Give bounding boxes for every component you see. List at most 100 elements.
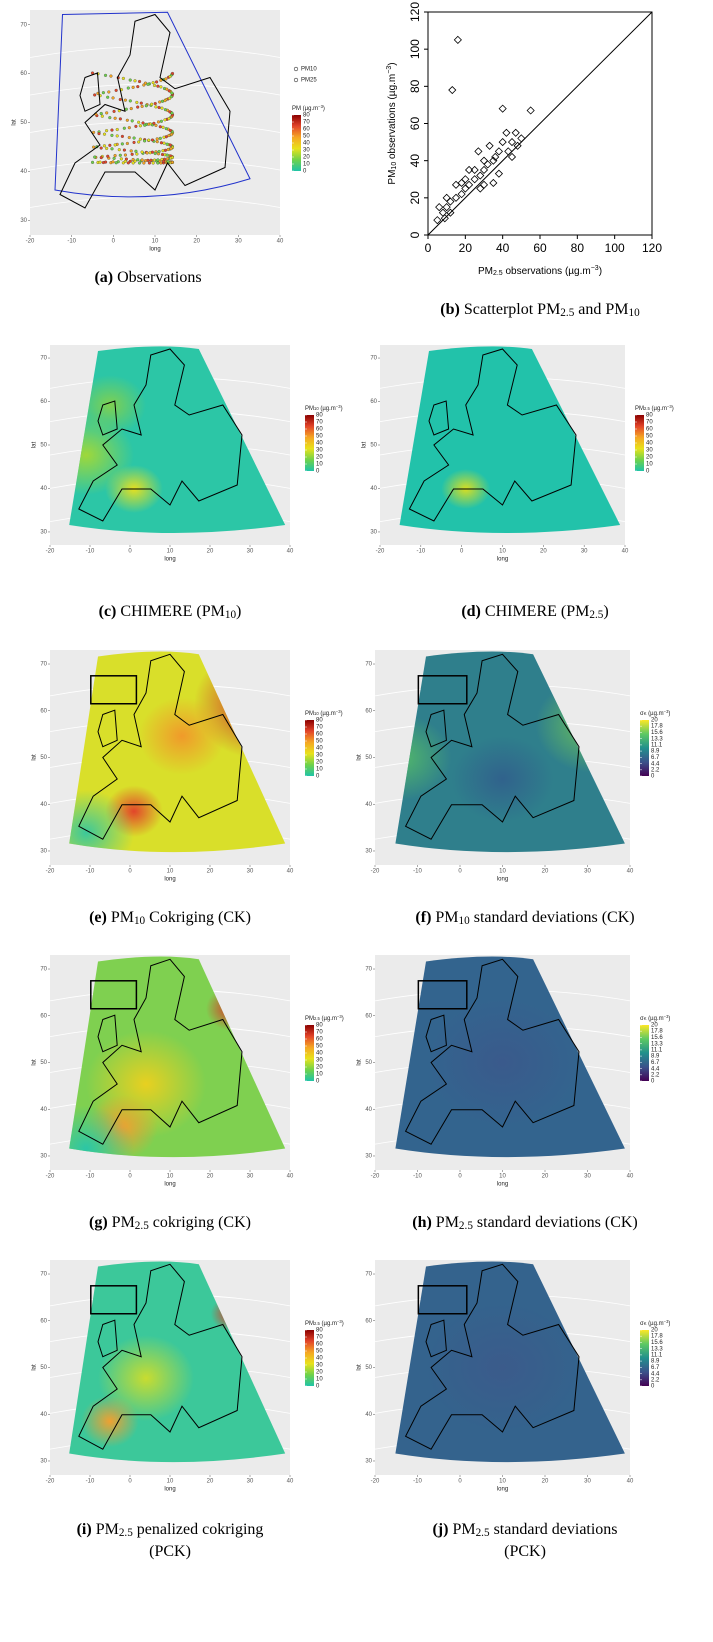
y-tick-label: 70 — [365, 662, 372, 668]
y-tick-label: 30 — [40, 530, 47, 536]
legend-tick-label: 0 — [316, 469, 320, 475]
y-axis-label: lat — [32, 1059, 38, 1066]
colorbar — [305, 1330, 314, 1386]
superscript: −3 — [664, 709, 669, 714]
y-tick-label: 120 — [408, 2, 422, 22]
y-tick-label: 20 — [408, 191, 422, 205]
inset-box — [90, 1285, 138, 1315]
x-tick-label: 20 — [207, 869, 214, 875]
x-tick-label: 0 — [128, 869, 132, 875]
station-dot — [153, 151, 157, 156]
legend-tick-label: 2.2 — [651, 1377, 660, 1383]
legend-tick-label: 50 — [316, 1044, 323, 1050]
legend-tick-label: 13.3 — [651, 1041, 663, 1047]
legend-tick-label: 0 — [651, 1079, 655, 1085]
legend-tick-label: 20 — [316, 455, 323, 461]
legend-tick-label: 30 — [303, 148, 310, 154]
legend-tick-label: 30 — [646, 448, 653, 454]
legend-tick-label: 20 — [316, 760, 323, 766]
station-dot — [156, 120, 161, 124]
legend-tick-label: 11.1 — [651, 1352, 663, 1358]
y-tick-label: 50 — [40, 1365, 47, 1371]
y-tick-label: 60 — [40, 399, 47, 405]
point — [465, 180, 474, 189]
coastline — [97, 1319, 118, 1358]
station-dot — [163, 108, 167, 112]
point — [465, 165, 474, 175]
station-dot — [140, 150, 144, 154]
station-dot — [113, 116, 117, 120]
x-tick-label: 30 — [584, 869, 591, 875]
field-blob — [426, 1303, 579, 1432]
y-axis-label: PM10 observations (µg.m−3) — [386, 62, 398, 184]
station-dot — [142, 161, 146, 165]
field-blob — [426, 998, 579, 1127]
y-tick-label: 50 — [365, 1365, 372, 1371]
legend-tick-label: 50 — [316, 434, 323, 440]
station-dot — [113, 154, 117, 158]
coastline — [97, 709, 118, 748]
subscript: 10 — [459, 915, 471, 927]
caption: (h) PM2.5 standard deviations (CK) — [412, 1214, 638, 1232]
x-tick-label: 40 — [287, 1174, 294, 1180]
station-dot — [165, 87, 169, 91]
text-run: ) — [387, 62, 398, 65]
legend-tick-label: 17.8 — [651, 724, 663, 730]
y-tick-label: 50 — [40, 443, 47, 449]
station-dot — [127, 135, 131, 140]
x-tick-label: 120 — [642, 241, 662, 255]
inset-box — [417, 980, 468, 1010]
station-dot — [161, 159, 166, 163]
text-run: observations (µg.m — [503, 266, 591, 277]
text-run: ) — [672, 406, 674, 412]
legend-tick-label: 50 — [316, 739, 323, 745]
station-dot — [134, 124, 138, 128]
station-dot — [152, 83, 157, 88]
text-run: PM — [305, 1016, 314, 1022]
legend-tick-label: 8.9 — [651, 1359, 660, 1365]
text-run: ) — [668, 1321, 670, 1327]
x-tick-label: 40 — [287, 549, 294, 555]
y-tick-label: 60 — [365, 1013, 372, 1019]
subscript: 2.5 — [135, 1220, 149, 1232]
station-dot — [105, 111, 109, 115]
y-tick-label: 100 — [408, 39, 422, 59]
legend-tick-label: 10 — [316, 1377, 323, 1383]
colorbar — [305, 415, 314, 471]
point — [457, 190, 466, 199]
station-dot — [154, 105, 158, 109]
station-dot — [154, 123, 158, 127]
legend-tick-label: 50 — [646, 434, 653, 440]
colorbar — [305, 720, 314, 776]
superscript: −3 — [664, 1319, 669, 1324]
coastline — [97, 1014, 118, 1053]
point — [442, 203, 451, 212]
station-dot — [136, 158, 140, 162]
station-dot — [100, 114, 104, 118]
x-axis-label: long — [164, 557, 175, 563]
subscript: 2.5 — [476, 1527, 490, 1539]
station-dot — [155, 140, 159, 144]
point — [451, 193, 461, 202]
station-dot — [151, 81, 155, 85]
legend-tick-label: 80 — [646, 413, 653, 419]
x-tick-label: -20 — [46, 549, 55, 555]
text-run: PM — [635, 406, 644, 412]
colorbar — [640, 1330, 649, 1386]
station-dot — [163, 118, 167, 122]
station-dot — [137, 161, 142, 165]
y-axis-label: lat — [357, 754, 363, 761]
caption: (c) CHIMERE (PM10) — [99, 603, 242, 621]
legend-tick-label: 10 — [316, 767, 323, 773]
x-tick-label: 0 — [458, 1479, 462, 1485]
station-dot — [93, 93, 97, 97]
text-run: PM — [111, 909, 134, 926]
station-dot — [150, 102, 154, 106]
legend-tick-label: 20 — [303, 155, 310, 161]
legend-tick-label: 0 — [303, 169, 307, 175]
legend-tick-label: 40 — [316, 1051, 323, 1057]
field-blob — [74, 375, 146, 435]
text-run: (PCK) — [149, 1543, 191, 1560]
station-dot — [156, 158, 160, 162]
